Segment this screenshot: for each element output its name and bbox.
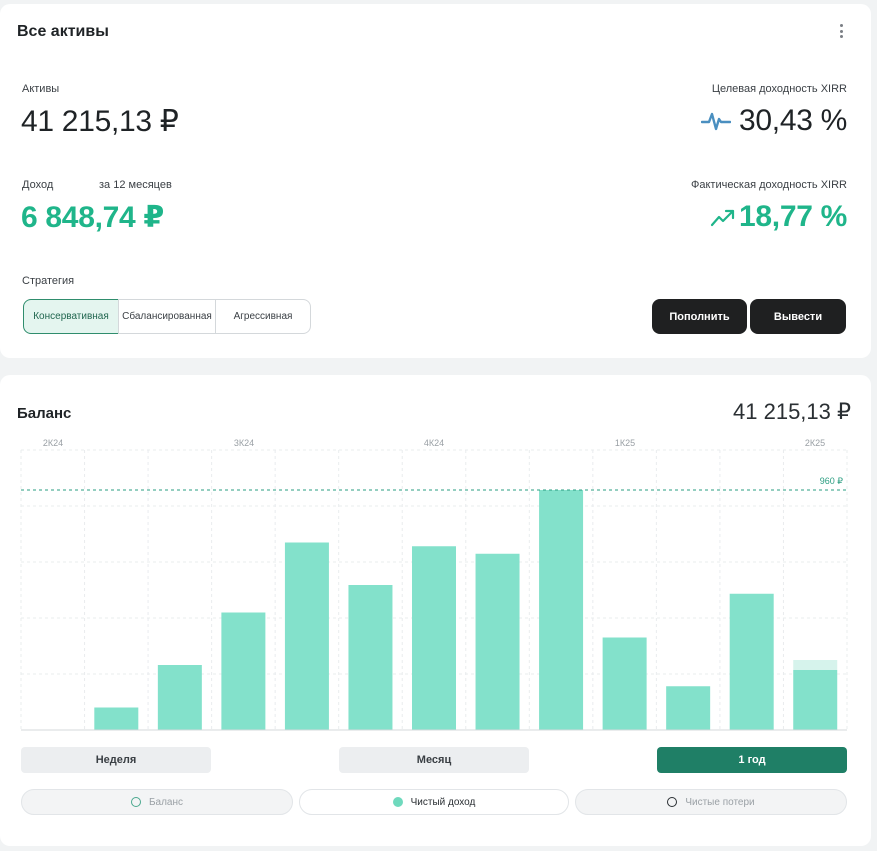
income-period-label: за 12 месяцев bbox=[99, 179, 172, 191]
chart-bar bbox=[602, 637, 647, 730]
period-year-button[interactable]: 1 год bbox=[657, 747, 847, 773]
legend-net-loss-toggle[interactable]: Чистые потери bbox=[575, 789, 847, 815]
chart-bar bbox=[157, 665, 202, 730]
balance-bar-chart: 2К24 3К24 4К24 1К25 2К25 960 ₽ bbox=[20, 438, 848, 731]
period-week-button[interactable]: Неделя bbox=[21, 747, 211, 773]
chart-bar bbox=[94, 707, 139, 730]
legend-net-loss-dot-icon bbox=[667, 797, 678, 807]
chart-bar bbox=[221, 612, 266, 730]
withdraw-button[interactable]: Вывести bbox=[750, 299, 846, 334]
trending-up-icon bbox=[710, 209, 735, 227]
assets-value: 41 215,13 ₽ bbox=[21, 105, 179, 138]
target-xirr-label: Целевая доходность XIRR bbox=[711, 83, 847, 95]
balance-total: 41 215,13 ₽ bbox=[733, 399, 851, 424]
income-value: 6 848,74 ₽ bbox=[21, 201, 164, 234]
legend-balance-dot-icon bbox=[130, 797, 141, 807]
strategy-aggressive-button[interactable]: Агрессивная bbox=[215, 299, 311, 334]
x-tick-label: 2К25 bbox=[805, 438, 825, 448]
strategy-conservative-button[interactable]: Консервативная bbox=[23, 299, 119, 334]
chart-bar bbox=[412, 546, 456, 730]
strategy-label: Стратегия bbox=[22, 275, 75, 287]
chart-bar bbox=[348, 585, 393, 730]
legend-net-income-toggle[interactable]: Чистый доход bbox=[299, 789, 569, 815]
assets-card-title: Все активы bbox=[17, 23, 109, 40]
chart-bar bbox=[284, 542, 329, 730]
actual-xirr-label: Фактическая доходность XIRR bbox=[690, 179, 847, 191]
x-tick-label: 1К25 bbox=[615, 438, 635, 448]
x-tick-label: 3К24 bbox=[234, 438, 254, 448]
actual-xirr-row: 18,77 % bbox=[710, 200, 847, 234]
legend-net-loss-label: Чистые потери bbox=[685, 796, 755, 808]
x-tick-label: 2К24 bbox=[43, 438, 63, 448]
income-label: Доход bbox=[22, 179, 54, 191]
period-month-button[interactable]: Месяц bbox=[339, 747, 529, 773]
target-xirr-row: 30,43 % bbox=[701, 104, 847, 138]
deposit-button[interactable]: Пополнить bbox=[652, 299, 747, 334]
legend-balance-toggle[interactable]: Баланс bbox=[21, 789, 293, 815]
balance-title: Баланс bbox=[17, 405, 72, 422]
reference-line-label: 960 ₽ bbox=[820, 476, 844, 486]
more-vertical-icon[interactable] bbox=[834, 22, 848, 40]
assets-label: Активы bbox=[22, 83, 60, 95]
actual-xirr-value: 18,77 % bbox=[739, 200, 847, 233]
chart-bar-segment bbox=[793, 660, 838, 670]
legend-net-income-label: Чистый доход bbox=[410, 796, 476, 808]
legend-net-income-dot-icon bbox=[392, 797, 403, 807]
chart-bar bbox=[729, 593, 774, 730]
chart-bar bbox=[475, 553, 520, 730]
chart-bar bbox=[793, 670, 838, 730]
strategy-balanced-button[interactable]: Сбалансированная bbox=[118, 299, 216, 334]
target-xirr-value: 30,43 % bbox=[739, 104, 847, 137]
legend-balance-label: Баланс bbox=[148, 796, 184, 808]
chart-bar bbox=[666, 686, 711, 730]
x-tick-label: 4К24 bbox=[424, 438, 444, 448]
chart-bar bbox=[539, 490, 584, 730]
pulse-icon bbox=[701, 112, 732, 131]
